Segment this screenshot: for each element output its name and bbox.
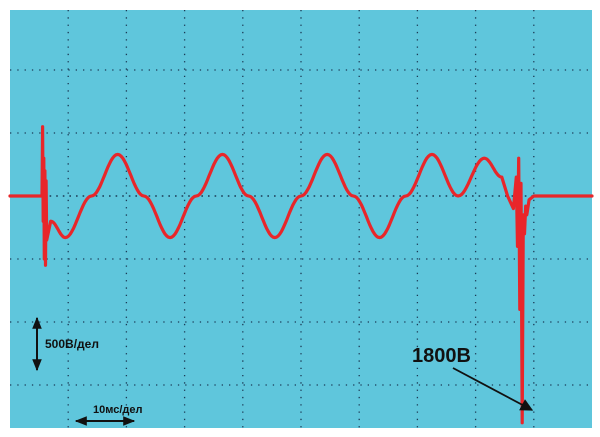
screen-background — [10, 10, 592, 428]
voltage-scale-label: 500В/дел — [45, 337, 99, 351]
time-scale-label: 10мс/дел — [93, 404, 143, 416]
waveform-line — [8, 125, 594, 425]
peak-label: 1800В — [412, 345, 471, 367]
peak-pointer-arrow — [452, 367, 534, 411]
waveform-trace — [8, 125, 594, 425]
